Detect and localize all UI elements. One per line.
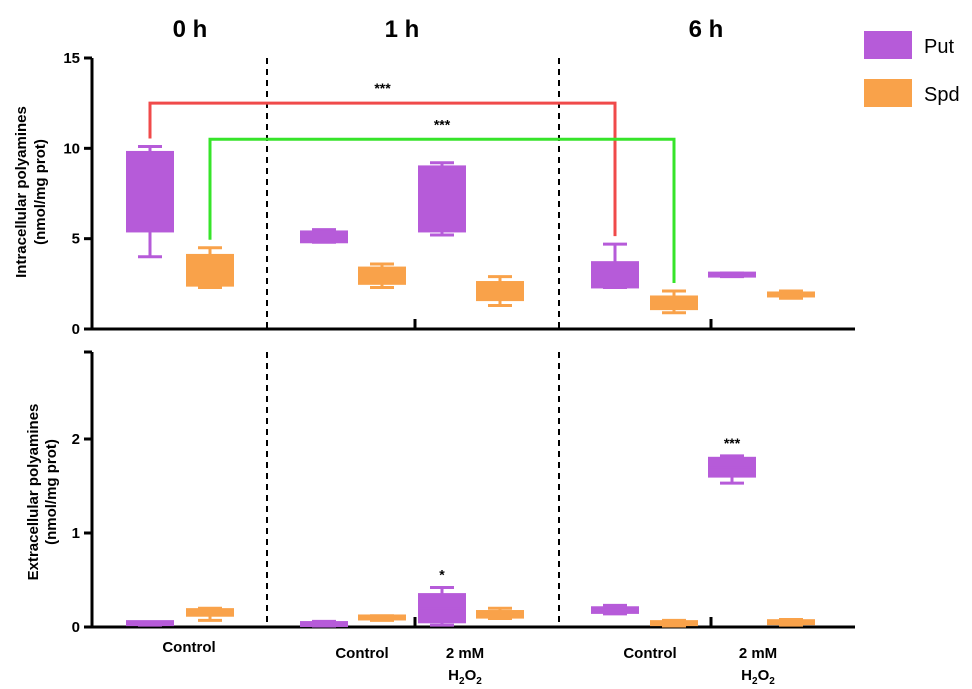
bottom-ylabel: Extracellular polyamines (nmol/mg prot) — [25, 404, 60, 581]
o-glyph-b: O — [758, 667, 770, 684]
o-glyph: O — [465, 667, 477, 684]
box-top-put-3 — [591, 261, 639, 289]
x-label-6h-control: Control — [623, 645, 676, 662]
y-tick-label-bottom-0: 0 — [72, 619, 80, 636]
legend: Put Spd — [864, 31, 960, 107]
sig-bracket-0 — [148, 101, 617, 237]
x-label-0h-control: Control — [162, 639, 215, 656]
bottom-ylabel-line1: Extracellular polyamines — [25, 404, 42, 581]
h-glyph-b: H — [741, 667, 752, 684]
sub-2c: 2 — [752, 676, 758, 687]
sig-label-bottom-0: * — [439, 567, 445, 583]
x-label-6h-h2o2-line1: 2 mM — [739, 645, 777, 662]
legend-label-put: Put — [924, 36, 954, 58]
sig-label-0: *** — [374, 80, 391, 96]
legend-swatch-put — [864, 31, 912, 59]
x-label-1h-control: Control — [335, 645, 388, 662]
y-tick-label-top-5: 5 — [72, 231, 80, 248]
time-label-0h: 0 h — [173, 16, 208, 43]
time-label-1h: 1 h — [385, 16, 420, 43]
sub-2b: 2 — [476, 676, 482, 687]
y-tick-label-bottom-2: 2 — [72, 431, 80, 448]
legend-label-spd: Spd — [924, 84, 960, 106]
top-ylabel: Intracellular polyamines (nmol/mg prot) — [13, 106, 49, 278]
x-label-6h-h2o2-line2: H2O2 — [741, 667, 775, 687]
top-ylabel-line1: Intracellular polyamines — [13, 106, 30, 278]
time-label-6h: 6 h — [689, 16, 724, 43]
y-tick-label-top-10: 10 — [63, 140, 80, 157]
box-top-put-0 — [126, 150, 174, 233]
y-tick-label-top-15: 15 — [63, 50, 80, 67]
legend-swatch-spd — [864, 79, 912, 107]
box-top-spd-2 — [476, 281, 524, 302]
x-label-1h-h2o2-line1: 2 mM — [446, 645, 484, 662]
x-label-1h-h2o2-line2: H2O2 — [448, 667, 482, 687]
sig-bracket-1 — [208, 137, 676, 284]
sub-2: 2 — [459, 676, 465, 687]
sig-label-bottom-1: *** — [724, 435, 741, 451]
x-group-labels: Control Control 2 mM H2O2 Control 2 mM H… — [162, 639, 777, 687]
y-tick-label-bottom-1: 1 — [72, 525, 80, 542]
y-tick-label-top-0: 0 — [72, 321, 80, 338]
sig-label-1: *** — [434, 116, 451, 132]
sub-2d: 2 — [769, 676, 775, 687]
top-ylabel-line2: (nmol/mg prot) — [32, 139, 49, 245]
h-glyph: H — [448, 667, 459, 684]
bottom-ylabel-line2: (nmol/mg prot) — [43, 439, 60, 545]
